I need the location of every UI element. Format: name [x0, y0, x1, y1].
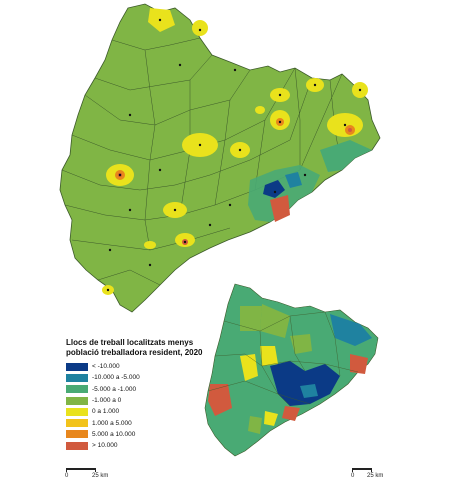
legend-swatch: [66, 407, 88, 416]
comarca-boundaries: [61, 37, 343, 286]
legend-item: 1.000 a 5.000: [66, 417, 216, 428]
legend-label: > 10.000: [92, 442, 118, 450]
legend-swatch: [66, 385, 88, 394]
legend-item: < -10.000: [66, 361, 216, 372]
barcelona-area-mid: [285, 172, 302, 188]
barcelona-area-low: [263, 180, 285, 198]
coastal-north-zone: [320, 140, 372, 172]
inset-boundaries: [207, 311, 359, 407]
scalebar-inset-end: 25 km: [367, 473, 384, 479]
legend-label: < -10.000: [92, 363, 120, 371]
legend-swatch: [66, 430, 88, 439]
legend-label: -5.000 a -1.000: [92, 385, 137, 393]
legend-swatch: [66, 373, 88, 382]
legend-label: -1.000 a 0: [92, 397, 122, 405]
legend-swatch: [66, 396, 88, 405]
legend-label: 5.000 a 10.000: [92, 430, 136, 438]
legend-items: < -10.000 -10.000 a -5.000 -5.000 a -1.000…: [66, 361, 216, 451]
legend-swatch: [66, 441, 88, 450]
main-map: [59, 3, 381, 313]
legend-item: -1.000 a 0: [66, 395, 216, 406]
inset-map: [204, 283, 379, 457]
comarca-capitals: [106, 18, 362, 292]
legend-label: 1.000 a 5.000: [92, 419, 132, 427]
catalonia-main-shape: [59, 3, 381, 313]
legend-swatch: [66, 419, 88, 428]
legend-item: -5.000 a -1.000: [66, 384, 216, 395]
legend-title: Llocs de treball localitzats menys pobla…: [66, 338, 203, 357]
scalebar-main-start: 0: [65, 473, 69, 479]
legend-swatch: [66, 362, 88, 371]
legend-item: > 10.000: [66, 440, 216, 451]
inset-regions: [208, 304, 372, 434]
legend-item: 5.000 a 10.000: [66, 429, 216, 440]
legend: Llocs de treball localitzats menys pobla…: [66, 338, 216, 451]
coastal-metro-zone: [248, 165, 320, 222]
legend-label: 0 a 1.000: [92, 408, 120, 416]
hotspots: [102, 8, 368, 295]
scalebar-inset-start: 0: [351, 473, 355, 479]
legend-item: 0 a 1.000: [66, 406, 216, 417]
scalebar-main-end: 25 km: [92, 473, 109, 479]
legend-item: -10.000 a -5.000: [66, 372, 216, 383]
legend-label: -10.000 a -5.000: [92, 374, 140, 382]
